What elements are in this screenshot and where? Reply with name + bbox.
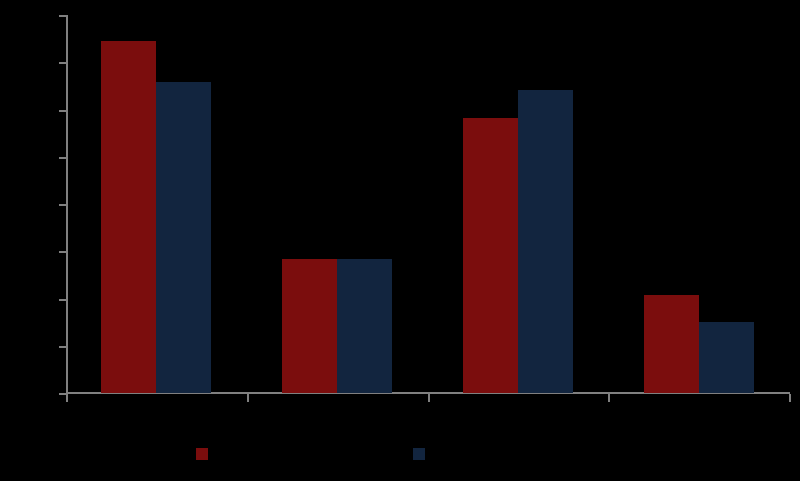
legend-entry[interactable] bbox=[196, 448, 215, 460]
x-axis-tick bbox=[66, 394, 68, 402]
bar[interactable] bbox=[698, 322, 754, 393]
plot-area bbox=[66, 15, 789, 393]
y-axis-tick bbox=[59, 251, 66, 254]
bar[interactable] bbox=[462, 118, 518, 393]
x-axis-tick bbox=[427, 394, 430, 402]
y-axis-tick bbox=[59, 345, 66, 348]
bar[interactable] bbox=[337, 258, 393, 393]
y-axis-tick bbox=[59, 109, 66, 112]
chart-legend bbox=[0, 448, 800, 472]
y-axis-tick bbox=[59, 62, 66, 65]
y-axis-tick bbox=[59, 204, 66, 206]
x-axis-line bbox=[66, 392, 790, 394]
legend-swatch-icon bbox=[196, 448, 208, 460]
x-axis-tick bbox=[789, 394, 791, 402]
x-axis-tick bbox=[246, 394, 249, 402]
legend-entry[interactable] bbox=[413, 448, 432, 460]
bar[interactable] bbox=[643, 295, 699, 393]
x-axis-tick bbox=[608, 394, 611, 402]
bar[interactable] bbox=[282, 258, 338, 393]
bar[interactable] bbox=[517, 90, 573, 393]
y-axis-tick bbox=[59, 393, 66, 395]
bar[interactable] bbox=[156, 82, 212, 393]
y-axis-tick bbox=[59, 298, 66, 301]
y-axis-tick bbox=[59, 15, 66, 17]
y-axis-tick bbox=[59, 156, 66, 159]
legend-swatch-icon bbox=[413, 448, 425, 460]
y-axis-line bbox=[66, 15, 68, 394]
bar[interactable] bbox=[101, 41, 157, 393]
